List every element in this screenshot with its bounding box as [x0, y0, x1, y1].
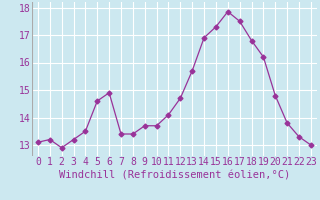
X-axis label: Windchill (Refroidissement éolien,°C): Windchill (Refroidissement éolien,°C) [59, 170, 290, 180]
